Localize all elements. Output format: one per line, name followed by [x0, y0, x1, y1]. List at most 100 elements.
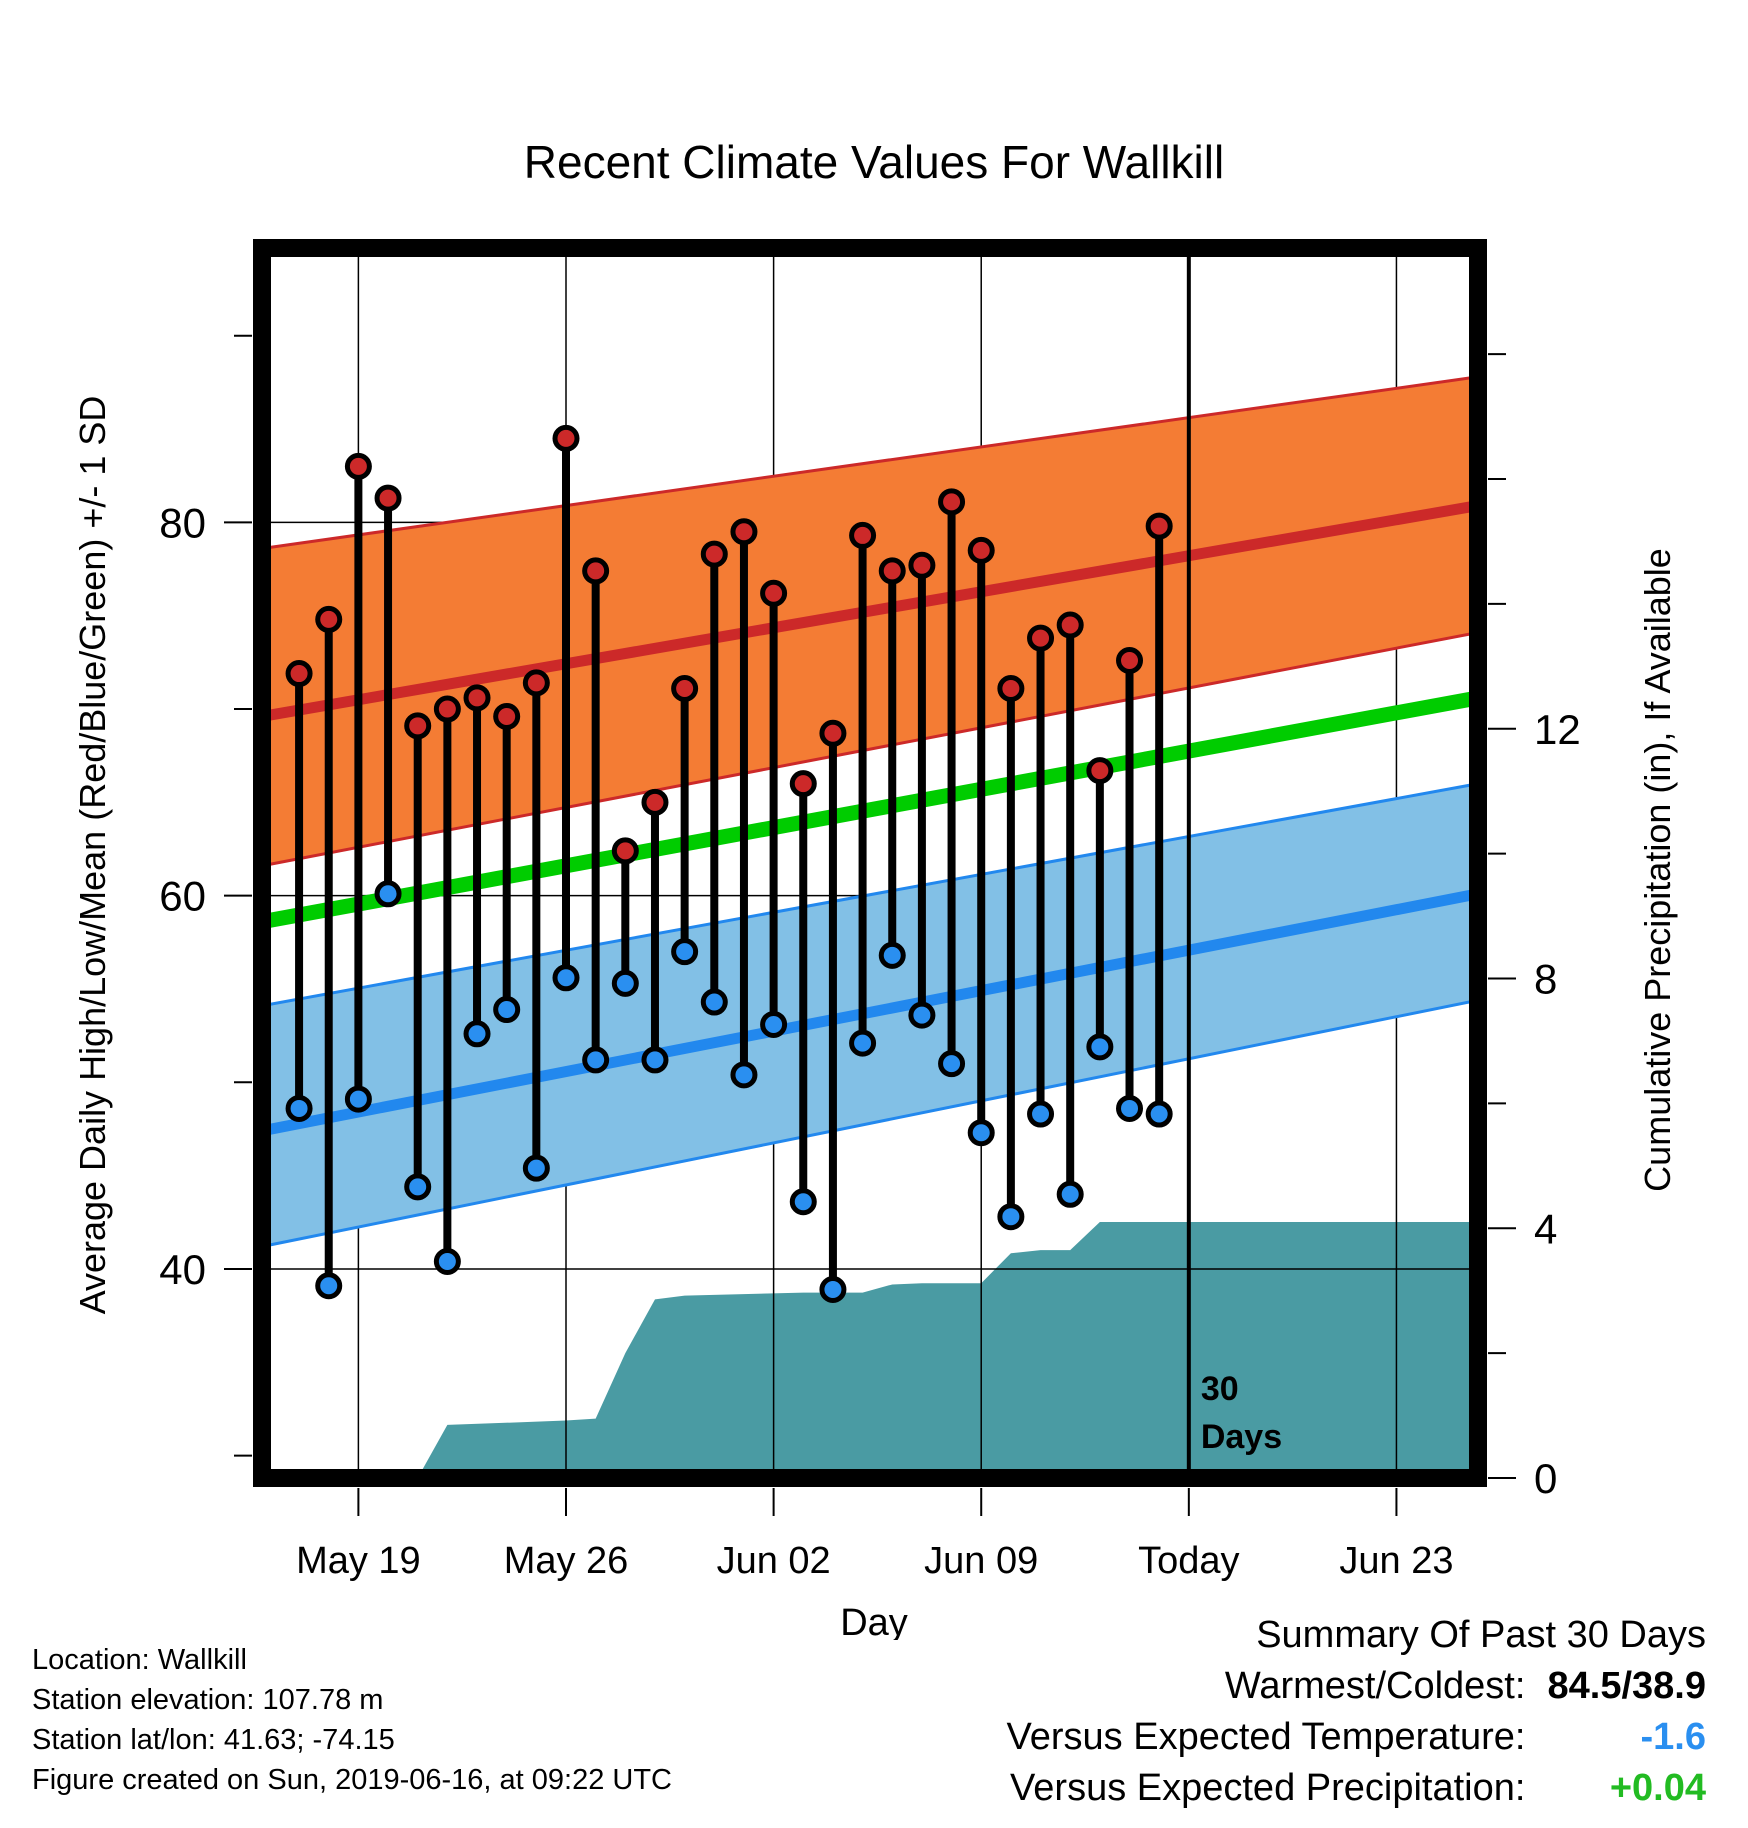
low-point: [997, 1203, 1025, 1231]
y-tick-label: 40: [159, 1246, 206, 1293]
warm-cold-value: 84.5/38.9: [1547, 1665, 1706, 1707]
temp-anomaly-label: Versus Expected Temperature:: [1006, 1716, 1526, 1758]
high-point: [967, 536, 995, 564]
summary-temp: Versus Expected Temperature: -1.6: [1007, 1712, 1706, 1763]
low-point: [1027, 1100, 1055, 1128]
x-tick-label: May 19: [296, 1540, 421, 1582]
y2-tick-label: 4: [1534, 1205, 1557, 1252]
normal-high-line: [262, 500, 1478, 722]
high-point: [344, 452, 372, 480]
low-point: [315, 1272, 343, 1300]
precip-anomaly-label: Versus Expected Precipitation:: [1010, 1767, 1526, 1809]
high-point: [433, 695, 461, 723]
y2-tick-label: 8: [1534, 956, 1557, 1003]
low-point: [967, 1119, 995, 1147]
today-label-days: Days: [1201, 1418, 1282, 1456]
low-point: [908, 1001, 936, 1029]
location-text: Location: Wallkill: [32, 1644, 247, 1676]
low-point: [344, 1085, 372, 1113]
x-tick-label: May 26: [504, 1540, 629, 1582]
low-point: [374, 880, 402, 908]
high-point: [1056, 611, 1084, 639]
summary-panel: Summary Of Past 30 Days Warmest/Coldest:…: [1007, 1610, 1706, 1814]
high-point: [938, 488, 966, 516]
y-axis-label: Average Daily High/Low/Mean (Red/Blue/Gr…: [72, 396, 113, 1315]
low-point: [463, 1020, 491, 1048]
x-tick-label: Jun 23: [1339, 1540, 1453, 1582]
normal-low-line: [262, 888, 1478, 1137]
x-axis-label: Day: [840, 1602, 908, 1640]
chart-title: Recent Climate Values For Wallkill: [524, 136, 1224, 188]
low-point: [641, 1046, 669, 1074]
low-point: [522, 1154, 550, 1182]
y-tick-label: 60: [159, 873, 206, 920]
y2-axis-label: Cumulative Precipitation (in), If Availa…: [1637, 548, 1678, 1192]
high-point: [997, 674, 1025, 702]
low-point: [285, 1094, 313, 1122]
created-text: Figure created on Sun, 2019-06-16, at 09…: [32, 1764, 672, 1796]
x-tick-label: Jun 02: [717, 1540, 831, 1582]
high-point: [878, 557, 906, 585]
plot-area: 30 Days 40 60 80 0 4 8 12 May 19 May 26 Jun 02 Jun 0…: [159, 239, 1581, 1582]
high-point: [849, 521, 877, 549]
low-point: [849, 1029, 877, 1057]
high-point: [1086, 757, 1114, 785]
low-point: [1086, 1033, 1114, 1061]
plot-frame: [253, 239, 1487, 1487]
high-point: [404, 712, 432, 740]
low-point: [1056, 1180, 1084, 1208]
low-point: [730, 1061, 758, 1089]
high-point: [760, 579, 788, 607]
high-point: [730, 518, 758, 546]
x-tick-label: Today: [1138, 1540, 1239, 1582]
y2-tick-label: 0: [1534, 1455, 1557, 1502]
low-point: [878, 941, 906, 969]
high-point: [315, 605, 343, 633]
low-point: [404, 1173, 432, 1201]
high-point: [819, 719, 847, 747]
high-point: [285, 660, 313, 688]
high-point: [582, 557, 610, 585]
summary-warm-cold: Warmest/Coldest: 84.5/38.9: [1007, 1661, 1706, 1712]
precip-anomaly-value: +0.04: [1609, 1767, 1706, 1809]
low-point: [789, 1188, 817, 1216]
y2-tick-label: 12: [1534, 706, 1581, 753]
station-info: Location: Wallkill Station elevation: 10…: [32, 1640, 672, 1800]
latlon-text: Station lat/lon: 41.63; -74.15: [32, 1724, 395, 1756]
summary-title: Summary Of Past 30 Days: [1256, 1614, 1706, 1656]
summary-precip: Versus Expected Precipitation: +0.04: [1007, 1763, 1706, 1814]
low-point: [938, 1050, 966, 1078]
warm-cold-label: Warmest/Coldest:: [1224, 1665, 1526, 1707]
temp-anomaly-value: -1.6: [1640, 1716, 1706, 1758]
high-point: [463, 684, 491, 712]
high-point: [1116, 646, 1144, 674]
low-point: [611, 969, 639, 997]
elevation-text: Station elevation: 107.78 m: [32, 1684, 384, 1716]
high-point: [671, 674, 699, 702]
high-point: [374, 484, 402, 512]
high-point: [1027, 624, 1055, 652]
low-point: [1145, 1100, 1173, 1128]
high-point: [908, 551, 936, 579]
x-tick-label: Jun 09: [924, 1540, 1038, 1582]
high-point: [552, 424, 580, 452]
low-point: [582, 1046, 610, 1074]
high-point: [611, 837, 639, 865]
low-point: [671, 938, 699, 966]
climate-chart: Recent Climate Values For Wallkill 30 Day…: [72, 136, 1678, 1640]
low-point: [433, 1247, 461, 1275]
y-tick-label: 80: [159, 499, 206, 546]
high-point: [522, 669, 550, 697]
precip-area: [262, 1222, 1478, 1478]
high-point: [700, 540, 728, 568]
high-point: [641, 788, 669, 816]
low-point: [700, 988, 728, 1016]
normal-mean-line: [262, 690, 1478, 930]
today-label-number: 30: [1201, 1370, 1239, 1408]
low-point: [552, 964, 580, 992]
low-point: [493, 996, 521, 1024]
low-point: [1116, 1094, 1144, 1122]
high-point: [493, 702, 521, 730]
high-point: [1145, 512, 1173, 540]
low-point: [819, 1275, 847, 1303]
